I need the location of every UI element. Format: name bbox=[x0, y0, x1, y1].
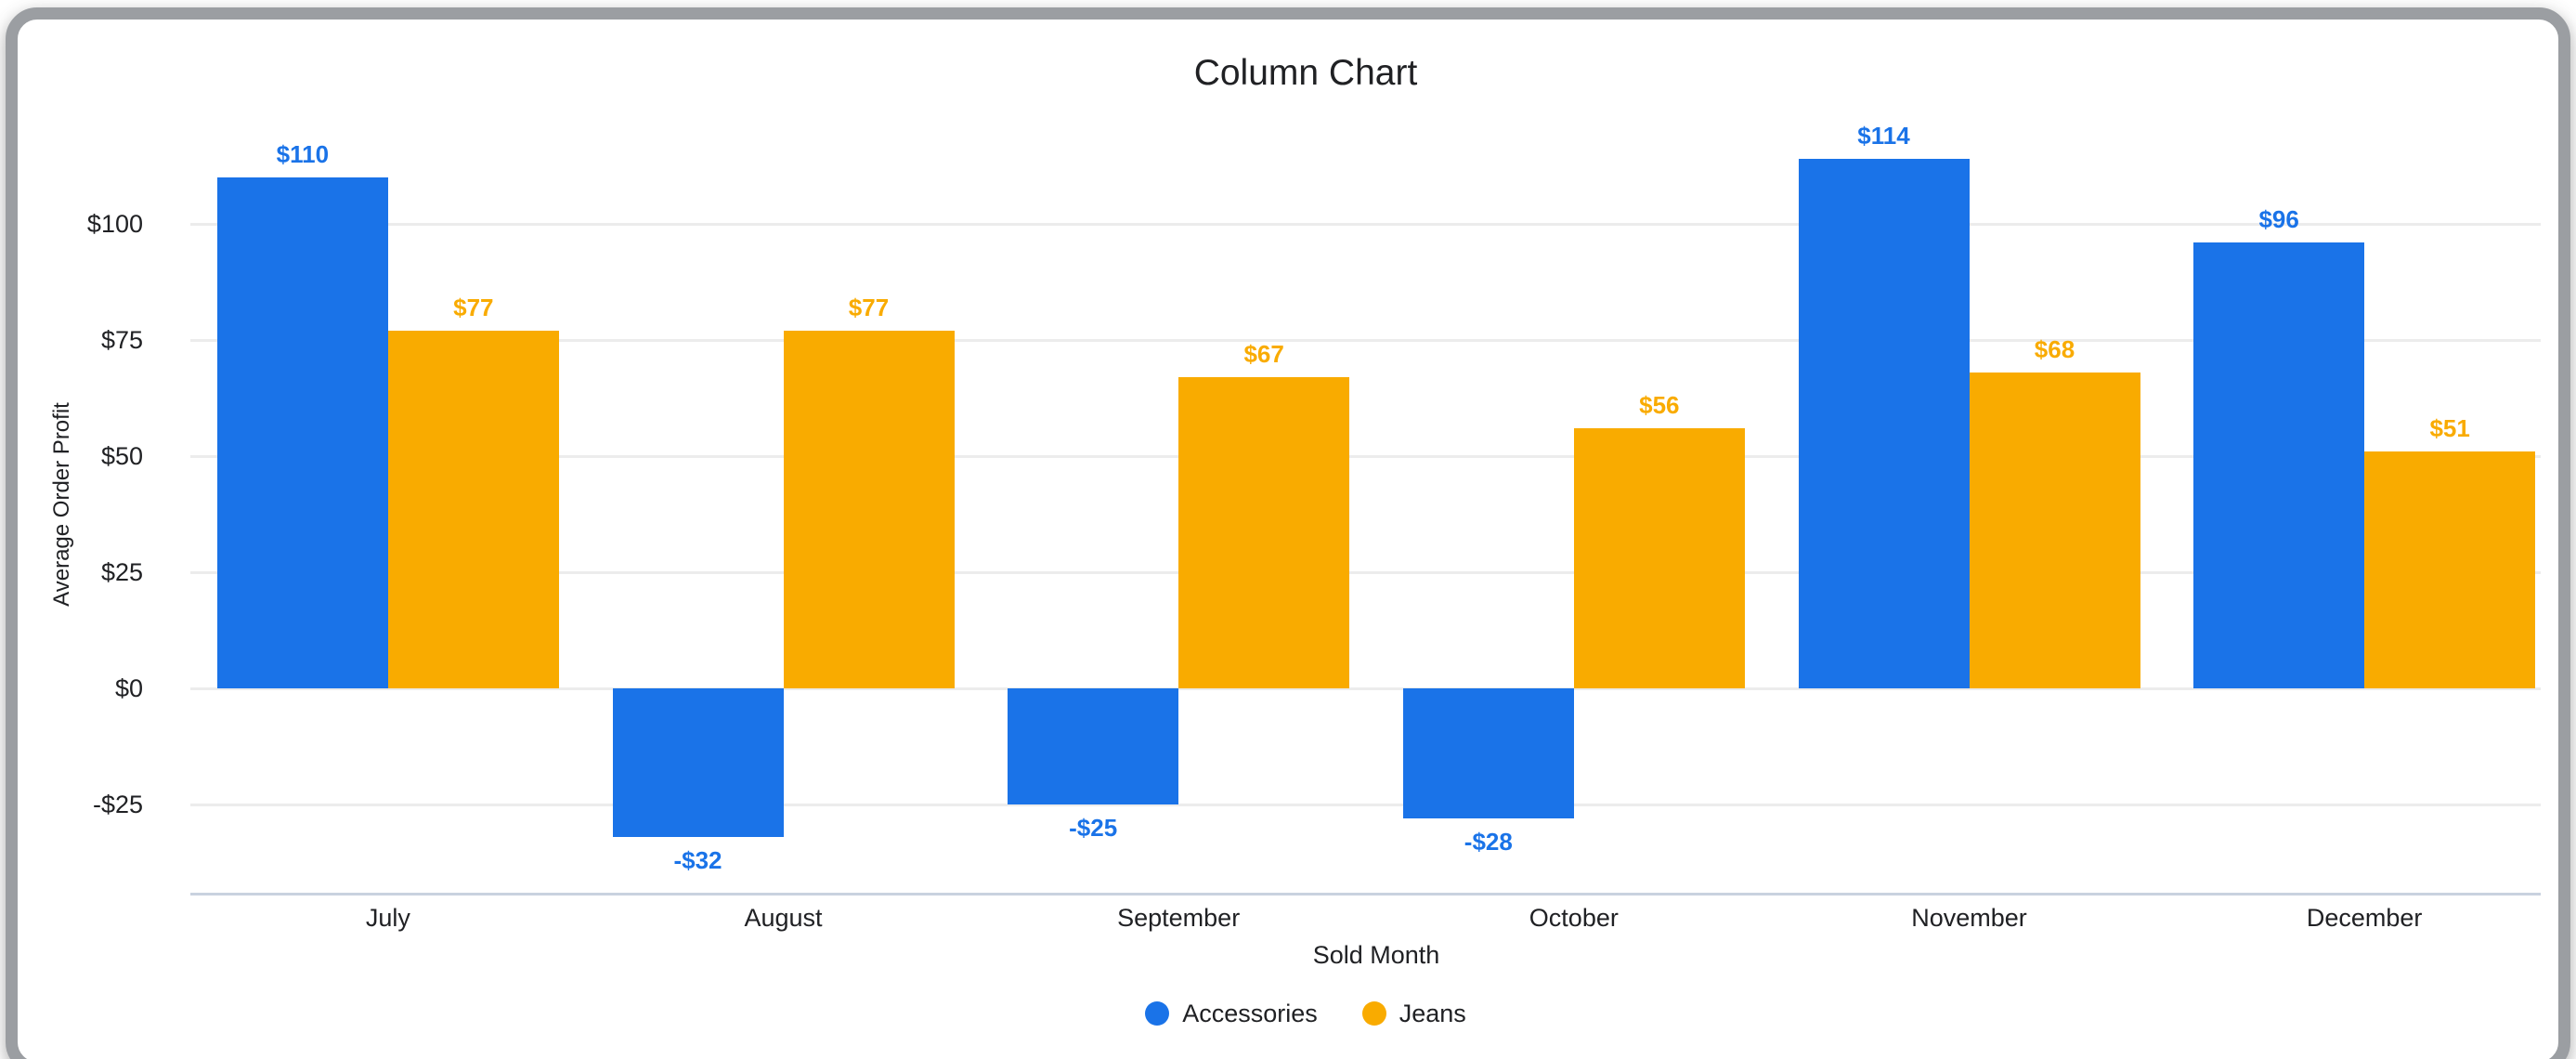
bar-label-jeans-august: $77 bbox=[848, 294, 890, 321]
bar-label-jeans-july: $77 bbox=[453, 294, 494, 321]
gridline--25 bbox=[190, 570, 2541, 574]
x-tick-label-december: December bbox=[2306, 904, 2423, 932]
x-tick-label-august: August bbox=[744, 904, 823, 932]
bar-label-accessories-august: -$32 bbox=[673, 846, 722, 874]
bar-jeans-october[interactable] bbox=[1573, 428, 1745, 688]
bar-accessories-september[interactable] bbox=[1008, 688, 1179, 804]
legend-label-jeans: Jeans bbox=[1399, 1000, 1466, 1027]
chart-layer: Column Chart Average Order Profit $110 $7… bbox=[35, 39, 2541, 1059]
y-axis-title: Average Order Profit bbox=[49, 402, 74, 607]
gridline--25 bbox=[190, 803, 2541, 806]
y-tick-label--0: $0 bbox=[114, 674, 143, 702]
bar-label-accessories-december: $96 bbox=[2258, 205, 2299, 233]
bar-label-accessories-october: -$28 bbox=[1464, 828, 1513, 856]
bar-label-accessories-november: $114 bbox=[1857, 122, 1910, 150]
legend: Accessories Jeans bbox=[35, 998, 2541, 1029]
y-tick-label--100: $100 bbox=[86, 210, 143, 238]
y-tick-label--50: $50 bbox=[100, 442, 143, 470]
bar-label-jeans-october: $56 bbox=[1639, 391, 1680, 419]
y-tick-label--25: -$25 bbox=[92, 791, 143, 818]
bar-accessories-october[interactable] bbox=[1402, 688, 1574, 818]
legend-dot-accessories bbox=[1145, 1001, 1170, 1026]
gridline--100 bbox=[190, 222, 2541, 226]
chart-title: Column Chart bbox=[1193, 53, 1418, 93]
x-tick-label-july: July bbox=[365, 904, 410, 932]
y-tick-label--25: $25 bbox=[100, 558, 143, 586]
bar-accessories-august[interactable] bbox=[612, 688, 784, 837]
x-tick-label-november: November bbox=[1911, 904, 2027, 932]
bar-accessories-december[interactable] bbox=[2193, 242, 2365, 688]
legend-dot-jeans bbox=[1361, 1001, 1386, 1026]
bar-label-accessories-september: -$25 bbox=[1069, 814, 1118, 842]
bar-jeans-september[interactable] bbox=[1178, 377, 1350, 688]
bar-label-accessories-july: $110 bbox=[276, 140, 330, 168]
bar-jeans-july[interactable] bbox=[387, 331, 559, 688]
bar-label-jeans-september: $67 bbox=[1243, 340, 1284, 368]
legend-label-accessories: Accessories bbox=[1182, 1000, 1318, 1027]
chart-card: Column Chart Average Order Profit $110 $7… bbox=[35, 39, 2541, 1059]
bar-accessories-july[interactable] bbox=[216, 177, 388, 688]
x-tick-label-october: October bbox=[1529, 904, 1619, 932]
gridline--0 bbox=[190, 686, 2541, 690]
window-frame: Column Chart Average Order Profit $110 $7… bbox=[6, 7, 2570, 1059]
bar-jeans-august[interactable] bbox=[783, 331, 955, 688]
x-axis-title: Sold Month bbox=[1312, 941, 1440, 969]
legend-item-jeans[interactable]: Jeans bbox=[1361, 998, 1466, 1029]
x-tick-label-september: September bbox=[1117, 904, 1241, 932]
plot-area: $110 $77 -$32 $77 -$25 $67 -$28 $56 $114 $68 $96 $5… bbox=[190, 117, 2541, 896]
bar-jeans-november[interactable] bbox=[1969, 373, 2140, 688]
bar-accessories-november[interactable] bbox=[1798, 159, 1970, 688]
bar-label-jeans-december: $51 bbox=[2429, 414, 2470, 442]
gridline--75 bbox=[190, 338, 2541, 342]
y-tick-label--75: $75 bbox=[100, 326, 143, 354]
bar-label-jeans-november: $68 bbox=[2034, 335, 2075, 363]
bar-jeans-december[interactable] bbox=[2364, 451, 2536, 688]
legend-item-accessories[interactable]: Accessories bbox=[1145, 998, 1318, 1029]
gridline--50 bbox=[190, 454, 2541, 458]
